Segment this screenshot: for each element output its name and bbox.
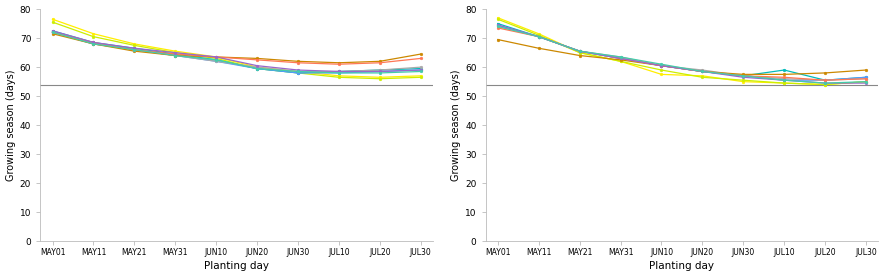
X-axis label: Planting day: Planting day <box>204 261 269 271</box>
Y-axis label: Growing season (days): Growing season (days) <box>5 70 16 181</box>
Y-axis label: Growing season (days): Growing season (days) <box>450 70 461 181</box>
X-axis label: Planting day: Planting day <box>650 261 714 271</box>
